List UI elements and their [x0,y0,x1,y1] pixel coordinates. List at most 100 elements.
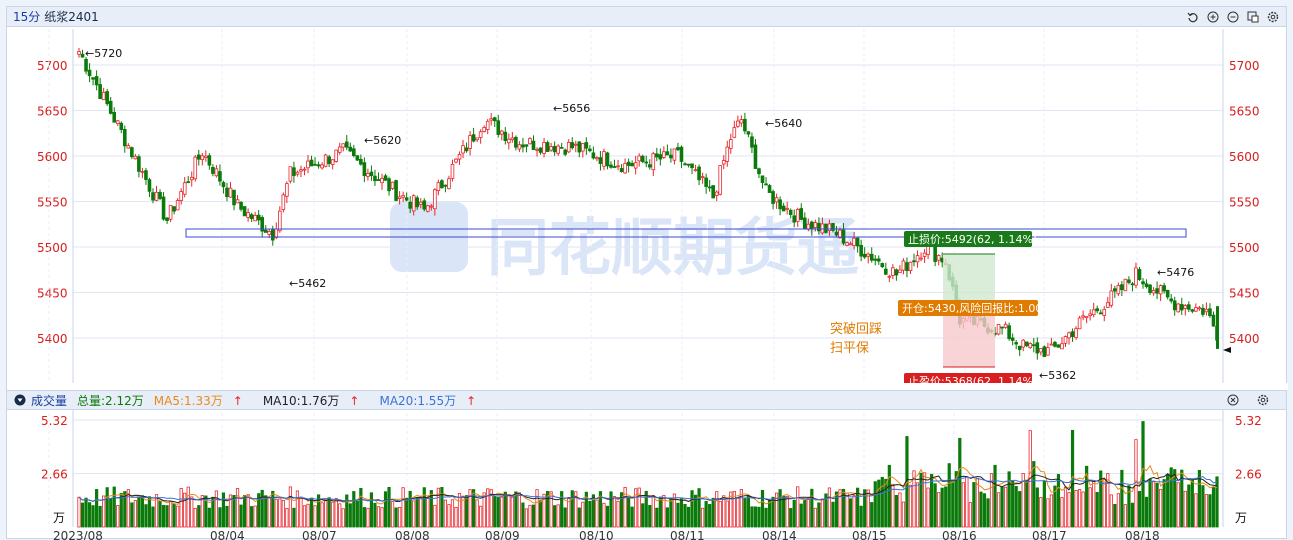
candle-body [655,153,659,158]
candle-body [130,147,134,158]
zoom-in-icon[interactable] [1206,10,1220,24]
candle-body [485,120,490,130]
volume-bar [778,489,782,528]
kline-chart[interactable]: 同花顺期货通 5700 5700 5650 5650 5600 5600 5550 5550 5… [7,7,1288,540]
open-position-label[interactable] [898,300,1038,316]
volume-bar [193,507,197,528]
stop-loss-label[interactable] [904,231,1032,247]
volume-bar [940,487,944,528]
volume-bar [658,496,662,528]
candle-body [894,269,899,276]
candle-body [559,146,564,149]
candle-body [1024,341,1029,347]
volume-bar [433,504,437,528]
candle-body [524,144,529,147]
volume-bar [1095,491,1099,528]
candle-body [757,168,761,175]
candle-body [380,178,384,184]
zone-rectangle[interactable] [185,228,1187,238]
volume-bar [785,495,789,528]
volume-bar [627,497,631,528]
volume-settings-icon[interactable] [1256,393,1270,407]
candle-body [115,120,120,125]
candle-body [1010,337,1015,341]
volume-tick-right: 2.66 [1235,468,1262,482]
candle-body [179,191,183,201]
settings-icon[interactable] [1266,10,1280,24]
volume-bar [1159,488,1163,528]
volume-bar [1123,504,1127,528]
candle-body [697,166,701,181]
volume-bar [338,503,342,528]
volume-bar [848,498,853,528]
volume-bar [841,488,846,528]
volume-bar [373,502,377,528]
candle-body [700,176,705,179]
volume-title[interactable]: 成交量 [31,393,68,408]
volume-bar [623,486,627,528]
candle-body [531,140,536,150]
volume-bar [1039,497,1043,528]
volume-bar [820,498,824,528]
candle-body [362,162,367,177]
volume-bar [1215,476,1219,528]
volume-bar [729,491,733,528]
volume-bar [1176,482,1180,528]
volume-bar [718,500,722,528]
collapse-icon[interactable] [13,393,27,407]
close-icon[interactable] [1226,393,1240,407]
volume-bar [309,497,314,528]
candle-body [647,164,652,168]
volume-bar [831,501,835,528]
price-tick-right: 5600 [1229,150,1260,164]
volume-bar [1063,486,1068,528]
candle-body [401,195,405,198]
candle-body [373,175,377,182]
candle-body [901,260,906,271]
volume-bar [986,498,990,528]
price-tick-left: 5400 [37,332,68,346]
volume-bar [1120,469,1124,528]
volume-bar [644,490,648,528]
candle-body [140,171,145,173]
volume-bar [429,490,433,528]
volume-bar [891,483,895,528]
candle-body [799,208,804,220]
date-tick: 08/08 [395,529,430,540]
candle-body [387,178,391,192]
candle-body [630,163,634,167]
candle-body [1060,343,1064,350]
candle-body [827,223,832,232]
volume-bar [764,507,768,528]
volume-bar [186,486,190,528]
volume-bar [1004,486,1008,528]
candle-body [418,201,423,205]
candle-body [1056,344,1061,348]
volume-bar [1088,487,1092,528]
period-label[interactable]: 15分 [13,10,41,24]
candle-body [714,191,719,196]
volume-bar [204,495,208,528]
candle-body [496,120,501,135]
volume-bar [930,473,934,528]
volume-bar [686,506,691,528]
window-icon[interactable] [1246,10,1260,24]
candle-body [1137,269,1142,280]
volume-bar [116,505,120,528]
volume-bar [228,494,233,528]
volume-bar [1169,467,1173,528]
candle-body [499,130,504,135]
volume-bar [782,495,786,528]
candle-body [1007,325,1011,340]
volume-bar [972,482,976,528]
candle-body [1120,284,1124,291]
volume-bar [750,506,754,528]
volume-bar [87,502,92,528]
candle-body [302,168,307,171]
candle-body [1187,304,1191,310]
candle-body [246,212,250,218]
volume-bar [1021,473,1025,528]
date-tick: 08/17 [1032,529,1067,540]
zoom-out-icon[interactable] [1226,10,1240,24]
undo-icon[interactable] [1186,10,1200,24]
